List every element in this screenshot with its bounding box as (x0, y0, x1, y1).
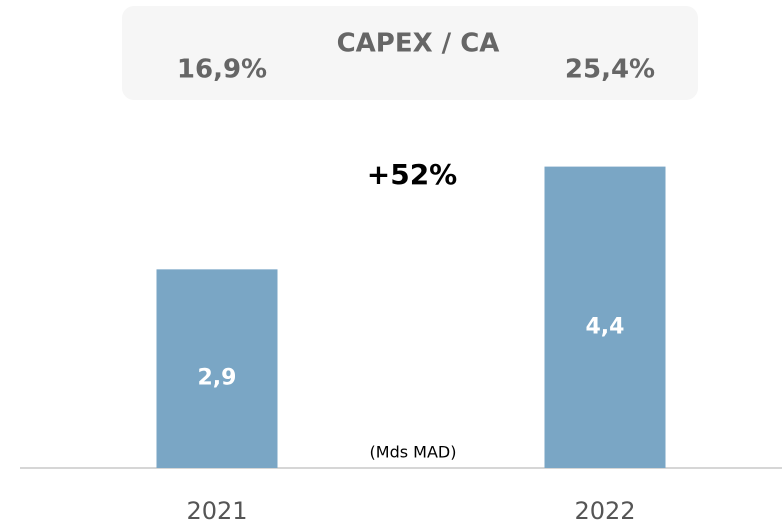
ratio-box (122, 6, 698, 100)
value-label: 2,9 (198, 366, 237, 391)
x-tick-label: 2022 (574, 497, 635, 525)
ratio-title: CAPEX / CA (337, 29, 500, 59)
x-tick-label: 2021 (186, 497, 247, 525)
bar (544, 166, 666, 468)
ratio-value: 16,9% (177, 55, 267, 85)
value-label: 4,4 (586, 314, 625, 339)
ratio-value: 25,4% (565, 55, 655, 85)
unit-label: (Mds MAD) (370, 443, 457, 462)
growth-annotation: +52% (367, 158, 457, 191)
bar (156, 269, 278, 468)
